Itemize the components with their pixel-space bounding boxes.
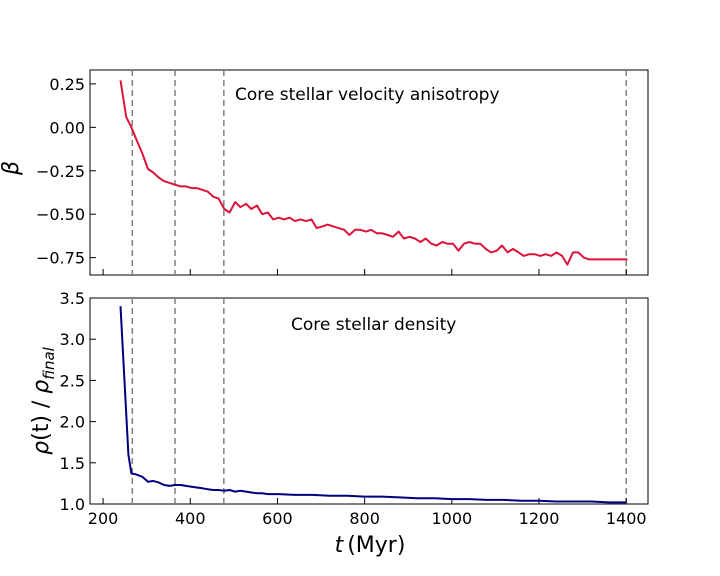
density-y-tick-label-0: 1.0 [60,495,85,514]
density-y-axis-label: ρ(t) / ρfinal [29,346,58,455]
beta-line-beta [119,80,628,266]
density-line-density [119,306,627,504]
x-axis-label-unit: (Myr) [347,533,405,558]
beta-panel-frame [89,69,649,276]
density-panel-frame [89,297,649,505]
beta-series [119,80,628,266]
beta-x-ticks [102,269,627,275]
x-tick-label-4: 1000 [431,509,472,528]
density-y-tick-label-3: 2.5 [60,371,85,390]
rho-final-symbol: ρ [29,380,54,394]
density-panel: 1.0 1.5 2.0 2.5 3.0 3.5 200 400 600 800 1000 1200 1… [29,289,649,558]
density-vlines [131,298,627,504]
x-tick-label-6: 1400 [606,509,647,528]
beta-y-axis-label: β [0,161,24,176]
rho-t-part: (t) / [29,394,54,441]
beta-y-tick-label-2: −0.25 [36,162,85,181]
x-axis-label-t: t [335,533,345,558]
density-series [119,306,627,504]
beta-points [120,80,628,265]
beta-y-tick-label-1: 0.00 [49,118,85,137]
beta-annotation: Core stellar velocity anisotropy [235,85,500,105]
density-y-ticks: 1.0 1.5 2.0 2.5 3.0 3.5 [60,289,96,514]
density-x-ticks: 200 400 600 800 1000 1200 1400 [88,498,647,528]
density-points [120,306,627,503]
beta-panel: 0.25 0.00 −0.25 −0.50 −0.75 Core stellar vel… [0,69,649,276]
x-tick-label-2: 600 [262,509,293,528]
beta-y-tick-label-0: 0.25 [49,75,85,94]
x-axis-label: t (Myr) [335,533,406,558]
density-y-tick-label-1: 1.5 [60,454,85,473]
beta-y-tick-label-3: −0.50 [36,205,85,224]
density-y-tick-label-4: 3.0 [60,330,85,349]
rho-symbol: ρ [29,441,54,455]
x-tick-label-0: 200 [88,509,119,528]
rho-final-subscript: final [40,346,58,379]
density-y-tick-label-2: 2.0 [60,413,85,432]
beta-y-ticks: 0.25 0.00 −0.25 −0.50 −0.75 [36,75,96,268]
density-y-tick-label-5: 3.5 [60,289,85,308]
x-tick-label-1: 400 [175,509,206,528]
density-annotation: Core stellar density [291,315,456,335]
x-tick-label-5: 1200 [519,509,560,528]
beta-vlines [131,70,627,275]
x-tick-label-3: 800 [349,509,380,528]
beta-y-tick-label-4: −0.75 [36,249,85,268]
